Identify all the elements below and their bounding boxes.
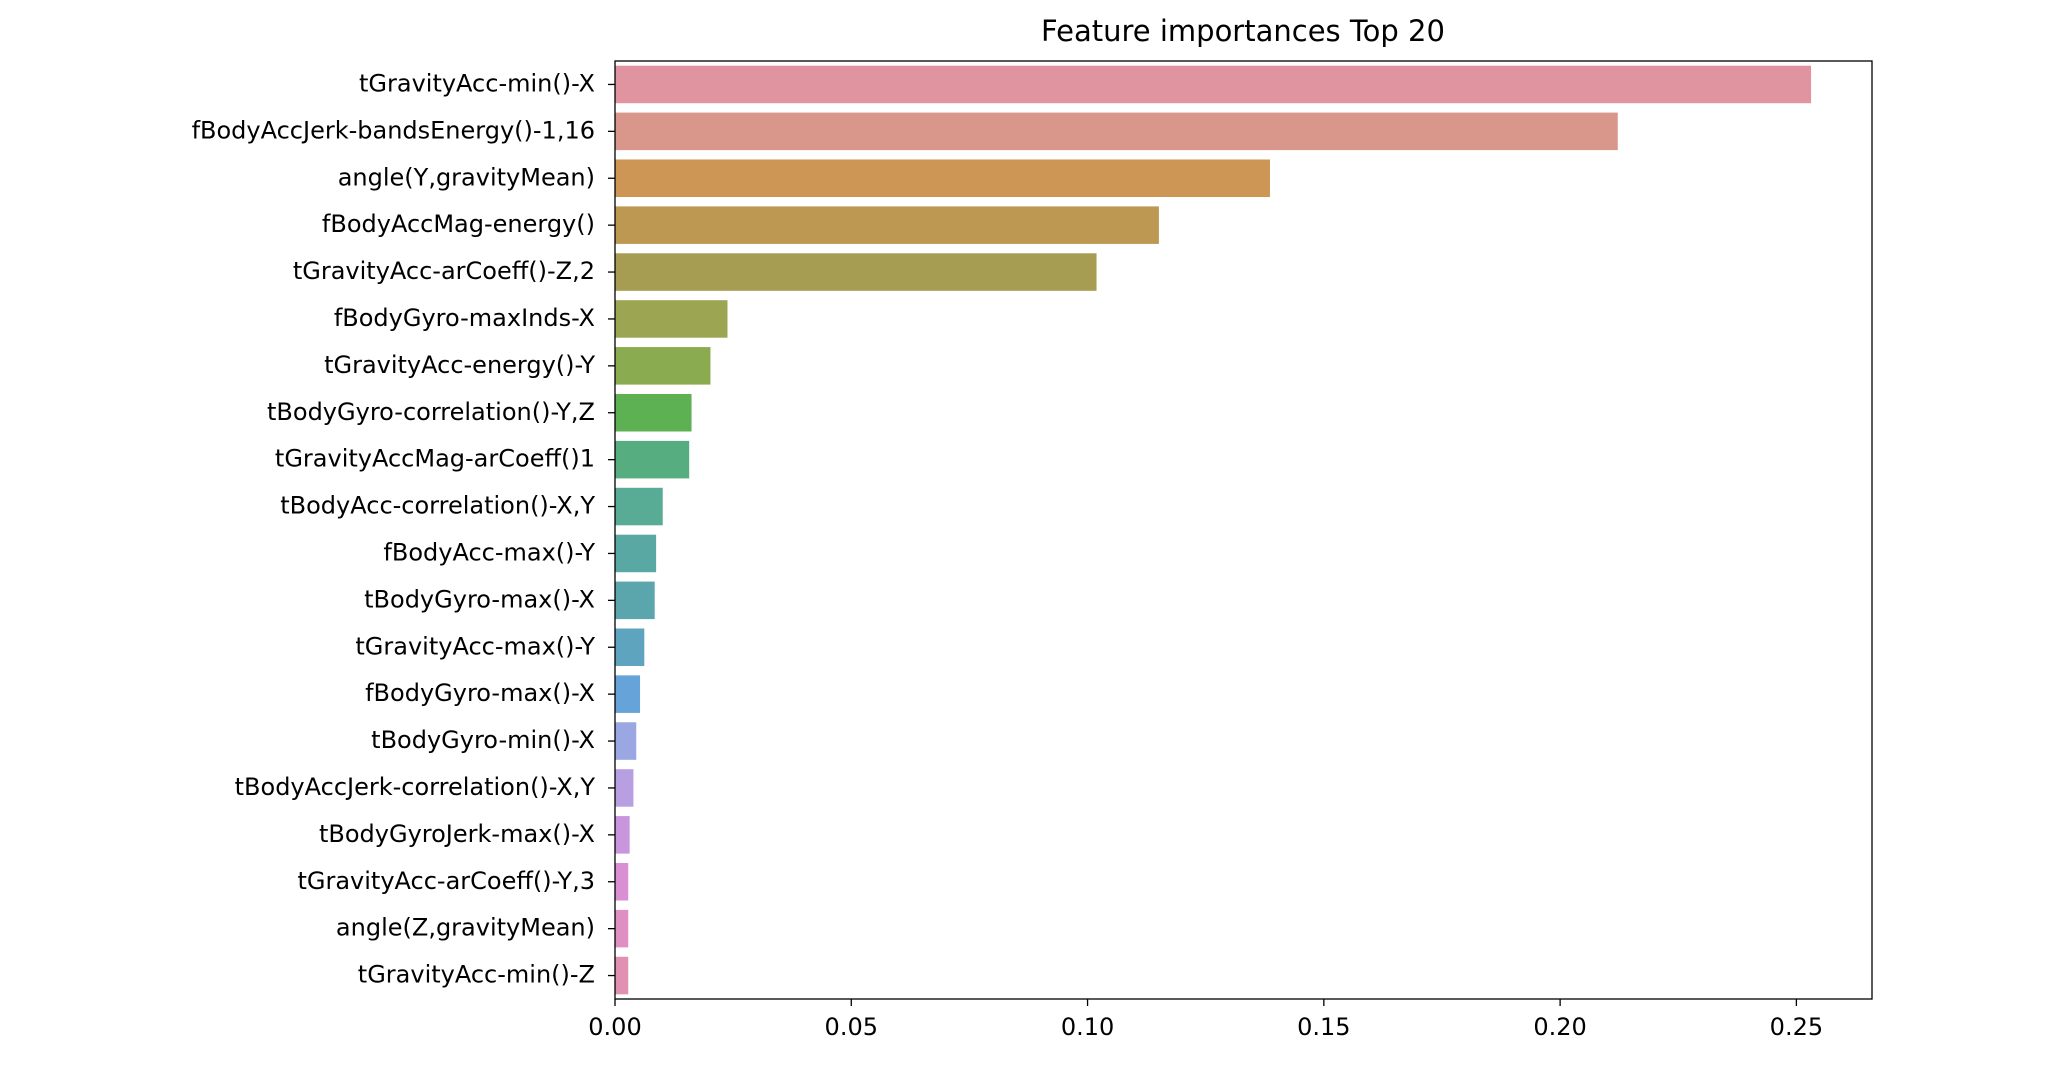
bar	[615, 253, 1097, 291]
y-tick-label: tGravityAcc-max()-Y	[355, 632, 595, 660]
y-tick-label: angle(Z,gravityMean)	[336, 914, 595, 942]
y-tick-label: tGravityAcc-min()-X	[359, 69, 595, 97]
bar	[615, 487, 663, 526]
y-tick-label: fBodyAccJerk-bandsEnergy()-1,16	[192, 116, 595, 144]
y-tick-label: tBodyGyro-max()-X	[364, 585, 595, 613]
chart-title: Feature importances Top 20	[1041, 14, 1445, 48]
y-tick-label: angle(Y,gravityMean)	[338, 163, 595, 191]
bar	[615, 112, 1618, 151]
y-tick-label: tBodyGyroJerk-max()-X	[319, 820, 595, 848]
x-tick-label: 0.10	[1061, 1013, 1114, 1041]
bar	[615, 206, 1159, 244]
x-tick-label: 0.05	[825, 1013, 878, 1041]
bar	[615, 581, 655, 620]
y-tick-label: fBodyGyro-maxInds-X	[334, 304, 595, 332]
x-tick-label: 0.25	[1770, 1013, 1823, 1041]
bar	[615, 159, 1270, 198]
y-tick-label: fBodyGyro-max()-X	[365, 679, 595, 707]
y-tick-label: fBodyAccMag-energy()	[322, 210, 595, 238]
y-tick-label: tBodyGyro-min()-X	[371, 726, 595, 754]
bar	[615, 65, 1812, 104]
y-tick-label: tGravityAccMag-arCoeff()1	[275, 445, 595, 473]
bar	[615, 909, 629, 948]
bar	[615, 722, 637, 760]
x-tick-label: 0.15	[1297, 1013, 1350, 1041]
y-tick-label: tGravityAcc-min()-Z	[358, 961, 595, 989]
bar	[615, 393, 692, 432]
bar	[615, 347, 711, 385]
y-tick-label: tGravityAcc-energy()-Y	[324, 351, 595, 379]
bar	[615, 816, 630, 854]
x-tick-label: 0.00	[588, 1013, 641, 1041]
x-tick-label: 0.20	[1533, 1013, 1586, 1041]
bar	[615, 769, 634, 807]
bar	[615, 440, 690, 479]
bar	[615, 675, 641, 713]
bar	[615, 534, 657, 573]
plot-frame	[614, 60, 1873, 1000]
y-tick-label: tBodyGyro-correlation()-Y,Z	[267, 398, 595, 426]
y-tick-label: tBodyAccJerk-correlation()-X,Y	[235, 773, 596, 801]
bar	[615, 300, 728, 338]
bar	[615, 628, 645, 667]
bar	[615, 862, 629, 901]
y-tick-label: tBodyAcc-correlation()-X,Y	[280, 492, 595, 520]
y-tick-label: tGravityAcc-arCoeff()-Z,2	[293, 257, 595, 285]
y-tick-label: fBodyAcc-max()-Y	[383, 538, 595, 566]
bar	[615, 956, 629, 995]
y-tick-label: tGravityAcc-arCoeff()-Y,3	[297, 867, 595, 895]
